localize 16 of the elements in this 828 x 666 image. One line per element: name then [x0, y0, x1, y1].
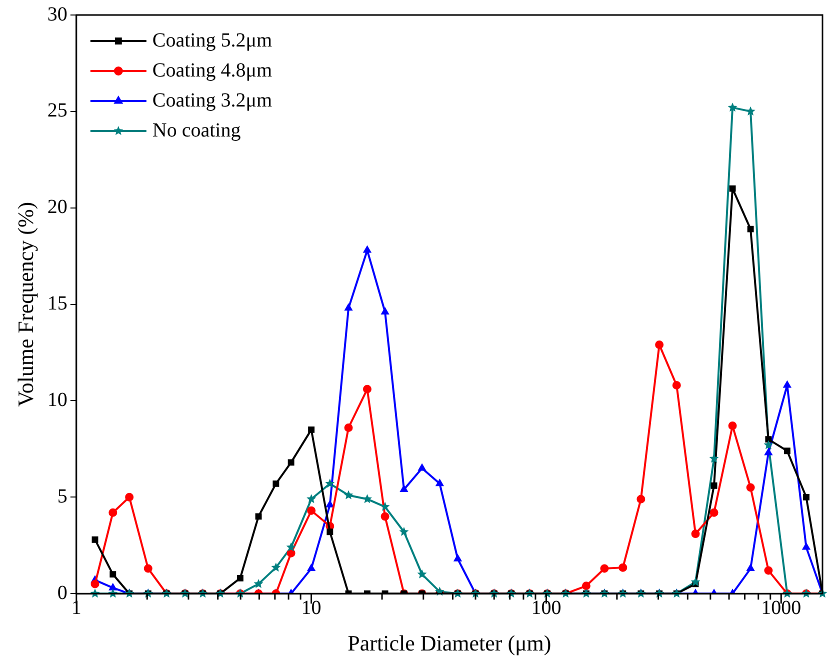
legend-label: Coating 4.8μm — [152, 59, 272, 82]
x-axis-title: Particle Diameter (μm) — [348, 630, 552, 656]
legend-label: Coating 3.2μm — [152, 89, 272, 112]
x-tick-label: 1000 — [761, 596, 802, 619]
legend-label: Coating 5.2μm — [152, 29, 272, 52]
y-tick-label: 0 — [57, 582, 68, 604]
y-tick-label: 30 — [47, 3, 68, 26]
y-tick-label: 25 — [47, 100, 68, 122]
y-tick-label: 5 — [57, 485, 68, 508]
x-tick-label: 100 — [531, 596, 562, 619]
x-tick-label: 10 — [301, 596, 322, 619]
y-tick-label: 20 — [47, 196, 68, 218]
y-tick-label: 15 — [47, 292, 68, 315]
y-tick-label: 10 — [47, 388, 68, 411]
y-axis-title: Volume Frequency (%) — [12, 202, 38, 407]
legend-label: No coating — [152, 119, 241, 142]
